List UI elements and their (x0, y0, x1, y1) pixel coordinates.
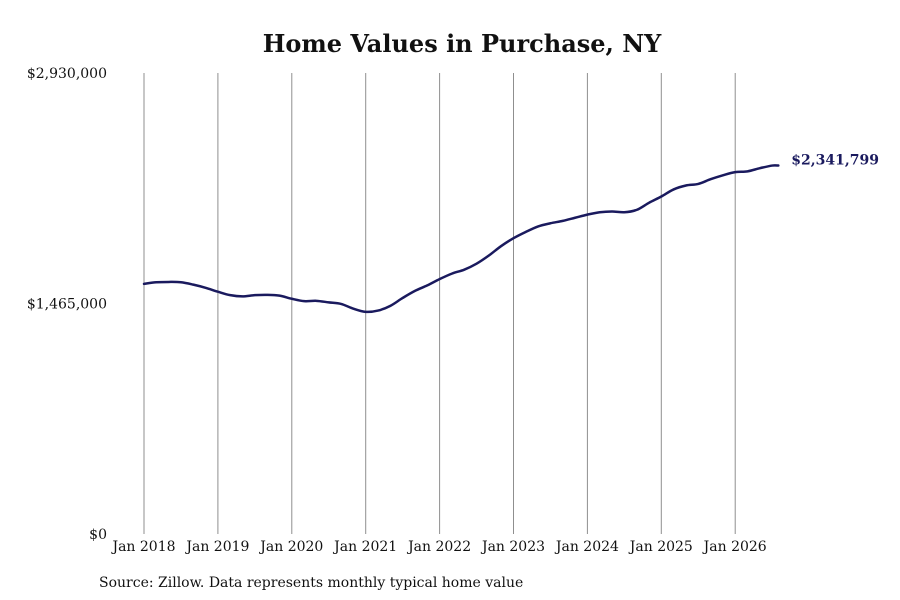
latest-value-label: $2,341,799 (791, 153, 879, 169)
x-tick-label: Jan 2018 (110, 539, 175, 555)
x-tick-label: Jan 2026 (702, 539, 767, 555)
x-tick-label: Jan 2022 (406, 539, 471, 555)
home-value-series-line (142, 164, 780, 314)
x-axis-tick-labels: Jan 2018 Jan 2019 Jan 2020 Jan 2021 Jan 2022… (110, 539, 766, 555)
y-tick-label: $1,465,000 (27, 297, 107, 313)
y-tick-label: $2,930,000 (27, 66, 107, 82)
x-tick-label: Jan 2024 (554, 539, 619, 555)
x-tick-label: Jan 2020 (258, 539, 323, 555)
chart-title: Home Values in Purchase, NY (263, 29, 662, 58)
x-tick-label: Jan 2025 (628, 539, 693, 555)
x-tick-label: Jan 2023 (480, 539, 545, 555)
y-axis-tick-labels: $2,930,000 $1,465,000 $0 (27, 66, 107, 543)
source-note: Source: Zillow. Data represents monthly … (99, 575, 523, 591)
vertical-gridlines (143, 73, 736, 534)
y-tick-label: $0 (89, 527, 107, 543)
x-tick-label: Jan 2021 (332, 539, 397, 555)
x-tick-label: Jan 2019 (184, 539, 249, 555)
